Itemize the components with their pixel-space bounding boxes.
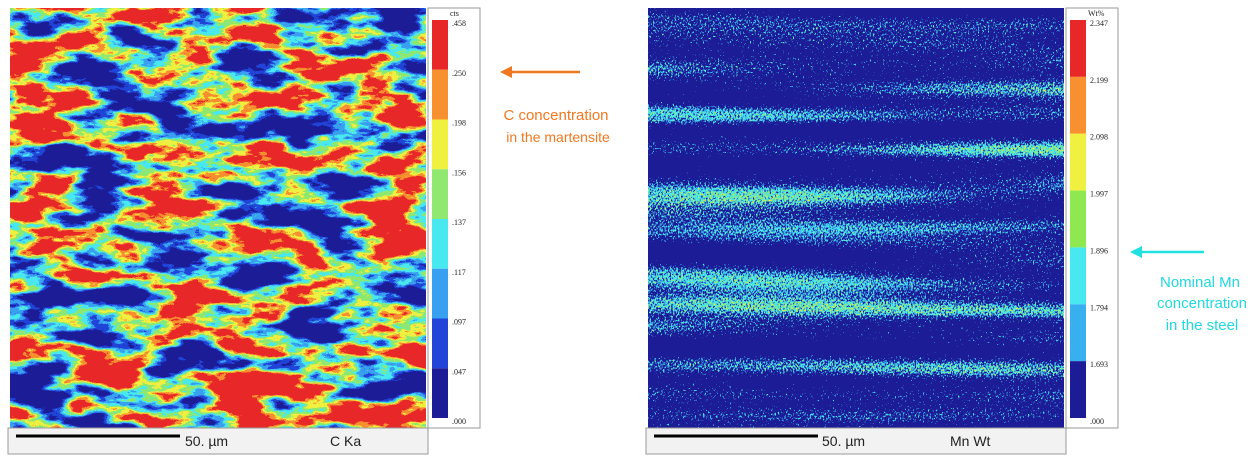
legend-label: .000 <box>1090 417 1104 426</box>
legend-label: .156 <box>452 168 466 177</box>
legend-band <box>432 69 448 120</box>
annotation: concentration <box>1157 295 1247 312</box>
legend-label: 1.896 <box>1090 246 1108 255</box>
legend-band <box>432 119 448 170</box>
legend-label: .137 <box>452 218 466 227</box>
legend-band <box>1070 20 1086 77</box>
legend-label: 1.693 <box>1090 360 1108 369</box>
annotation: C concentration <box>503 107 608 124</box>
signal-label: Mn Wt <box>950 433 991 449</box>
legend-label: .117 <box>452 268 466 277</box>
legend-band <box>432 318 448 369</box>
legend-band <box>432 169 448 219</box>
footer-bar <box>645 427 1067 455</box>
legend-label: .097 <box>452 318 466 327</box>
legend-label: 2.098 <box>1090 133 1108 142</box>
arrow-head <box>1130 246 1142 258</box>
legend-band <box>432 20 448 70</box>
legend-label: 1.997 <box>1090 190 1108 199</box>
legend-band <box>1070 76 1086 134</box>
signal-label: C Ka <box>330 433 361 449</box>
legends: cts.458 .250 .198 .156 .137 .117 .097 .047 .000 W… <box>427 7 1119 429</box>
legend-band <box>432 368 448 418</box>
scale-label: 50. µm <box>822 433 865 449</box>
legend-unit: Wt% <box>1088 9 1105 18</box>
annotation: in the martensite <box>506 129 610 145</box>
legend-label: .250 <box>452 69 466 78</box>
legend-band <box>432 219 448 269</box>
legend-unit: cts <box>450 9 459 18</box>
legend-band <box>1070 190 1086 248</box>
legend-label: .000 <box>452 417 466 426</box>
legend-band <box>1070 304 1086 362</box>
annotation: Nominal Mn <box>1160 274 1240 291</box>
legend-label: .198 <box>452 119 466 128</box>
legend-band <box>1070 361 1086 418</box>
legend-band <box>432 268 448 319</box>
manganese-map <box>648 8 1064 428</box>
legend-band <box>1070 247 1086 305</box>
footer-bar <box>7 427 429 455</box>
legend-label: .047 <box>452 367 466 376</box>
legend-band <box>1070 133 1086 191</box>
legend-label: 1.794 <box>1090 303 1108 312</box>
legend-label: .458 <box>452 19 466 28</box>
legend-label: 2.347 <box>1090 19 1108 28</box>
annotation: in the steel <box>1166 317 1239 334</box>
arrow-head <box>500 66 512 78</box>
carbon-map <box>10 8 426 428</box>
scale-label: 50. µm <box>185 433 228 449</box>
legend-label: 2.199 <box>1090 76 1108 85</box>
